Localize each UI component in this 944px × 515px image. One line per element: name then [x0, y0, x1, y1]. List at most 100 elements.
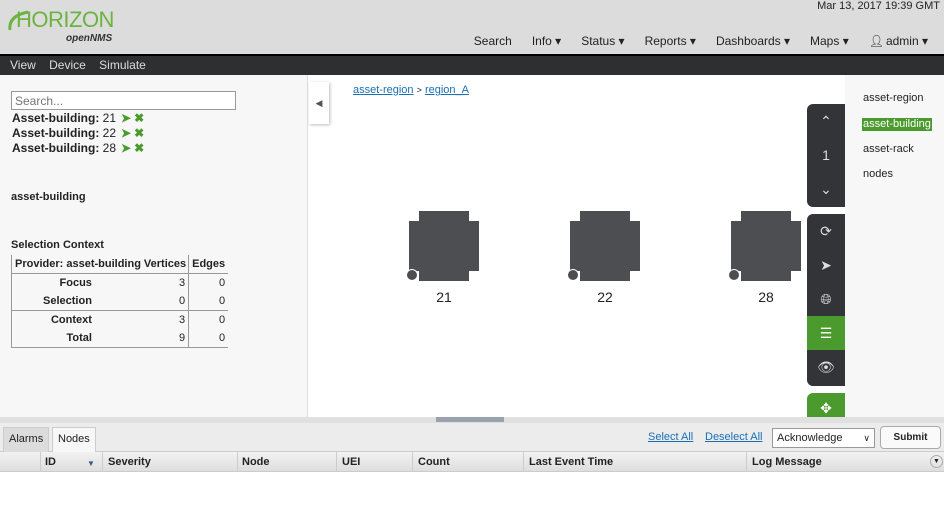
row-label: Context: [50, 314, 92, 326]
layer-asset-region[interactable]: asset-region: [863, 92, 924, 104]
cell: 3: [179, 314, 186, 326]
col-severity[interactable]: Severity: [108, 456, 151, 468]
focus-label: Asset-building:: [12, 126, 100, 140]
col-id[interactable]: ID: [45, 456, 56, 468]
collapse-panel-button[interactable]: ◀: [309, 82, 329, 124]
layer-nodes[interactable]: nodes: [863, 168, 893, 180]
search-input[interactable]: [11, 91, 236, 110]
selection-context-table: Provider: asset-building Vertices Edges Fo…: [11, 255, 229, 348]
datetime: Mar 13, 2017 19:39 GMT: [817, 0, 940, 12]
user-icon: 👤︎: [868, 34, 884, 48]
layers-list-icon[interactable]: ☰: [807, 316, 845, 350]
cell: 3: [179, 277, 186, 289]
menu-view[interactable]: View: [10, 58, 36, 72]
menu-bar: View Device Simulate: [0, 54, 944, 75]
map-toolbar: ⟳ ➤ 🌐︎ ☰ 👁︎: [807, 214, 845, 386]
cell: 9: [179, 332, 186, 344]
action-select[interactable]: Acknowledge ∨: [772, 428, 875, 448]
szl-value: 1: [822, 147, 830, 163]
breadcrumb-asset-region[interactable]: asset-region: [353, 84, 414, 96]
vertex-label: 22: [597, 289, 613, 305]
nav-dashboards[interactable]: Dashboards ▾: [715, 34, 791, 48]
sort-desc-icon[interactable]: ▼: [87, 459, 95, 468]
row-label: Focus: [59, 277, 92, 289]
col-header: Provider: asset-building: [15, 258, 141, 270]
focus-item: Asset-building: 21 ➤ ✖: [12, 111, 144, 126]
remove-icon[interactable]: ✖: [134, 111, 145, 125]
chevron-down-icon: ∨: [863, 433, 870, 443]
action-select-value: Acknowledge: [777, 432, 843, 444]
nav-search[interactable]: Search: [473, 34, 512, 48]
col-count[interactable]: Count: [418, 456, 450, 468]
cell: 0: [188, 292, 229, 311]
szl-down-button[interactable]: ⌄: [820, 181, 832, 197]
selection-context-title: Selection Context: [11, 239, 104, 251]
menu-simulate[interactable]: Simulate: [99, 58, 146, 72]
bottom-tabbar: Alarms Nodes Select All Deselect All Ack…: [0, 423, 944, 452]
globe-icon[interactable]: 🌐︎: [820, 291, 832, 307]
center-icon[interactable]: ➤: [121, 141, 132, 155]
tab-nodes[interactable]: Nodes: [52, 427, 96, 452]
remove-icon[interactable]: ✖: [134, 126, 145, 140]
column-menu-icon[interactable]: ▼: [930, 455, 943, 468]
alarm-table-header: ID ▼ Severity Node UEI Count Last Event …: [0, 452, 944, 472]
szl-control: ⌃ 1 ⌄: [807, 104, 845, 207]
col-uei[interactable]: UEI: [342, 456, 361, 468]
nav-info[interactable]: Info ▾: [531, 34, 562, 48]
vertex-label: 28: [758, 289, 774, 305]
row-label: Total: [66, 332, 92, 344]
breadcrumb-separator: >: [416, 85, 422, 95]
tab-alarms[interactable]: Alarms: [3, 427, 50, 452]
focus-value: 21: [102, 111, 117, 125]
center-icon[interactable]: ➤: [121, 126, 132, 140]
vertex-21[interactable]: [409, 211, 479, 281]
focus-item: Asset-building: 22 ➤ ✖: [12, 126, 144, 141]
horizon-logo[interactable]: HORIZON openNMS: [6, 8, 126, 48]
pan-tool-button[interactable]: ✥: [807, 393, 845, 417]
szl-up-button[interactable]: ⌃: [820, 113, 832, 129]
layer-asset-rack[interactable]: asset-rack: [863, 143, 914, 155]
logo-swoosh-icon: [8, 10, 29, 31]
col-header: Edges: [188, 255, 229, 274]
nav-admin[interactable]: 👤︎ admin ▾: [868, 34, 928, 48]
nav-status[interactable]: Status ▾: [581, 34, 625, 48]
vertex-status-dot: [567, 269, 579, 281]
breadcrumb-region-a[interactable]: region_A: [424, 84, 469, 96]
col-log-message[interactable]: Log Message: [752, 456, 822, 468]
deselect-all-link[interactable]: Deselect All: [705, 431, 763, 443]
cell: 0: [179, 295, 186, 307]
vertex-22[interactable]: [570, 211, 640, 281]
focus-label: Asset-building:: [12, 111, 100, 125]
move-icon: ✥: [820, 400, 832, 416]
left-panel: Asset-building: 21➤✖ Asset-building: 22➤…: [0, 75, 308, 417]
refresh-icon[interactable]: ⟳: [820, 223, 832, 239]
caret-left-icon: ◀: [315, 98, 323, 108]
cell: 0: [188, 273, 229, 292]
remove-icon[interactable]: ✖: [134, 141, 145, 155]
nav-reports[interactable]: Reports ▾: [644, 34, 696, 48]
eye-icon[interactable]: 👁︎: [817, 359, 835, 375]
logo-subtext: openNMS: [66, 33, 113, 44]
focus-item: Asset-building: 28 ➤ ✖: [12, 141, 144, 156]
col-node[interactable]: Node: [242, 456, 270, 468]
layer-asset-building[interactable]: asset-building: [862, 118, 932, 131]
vertex-28[interactable]: [731, 211, 801, 281]
logo-text: HORIZON: [16, 7, 114, 32]
divider-grip[interactable]: [436, 417, 504, 422]
cell: 0: [188, 310, 229, 329]
vertex-label: 21: [436, 289, 452, 305]
location-arrow-icon[interactable]: ➤: [820, 257, 832, 273]
cell: 0: [188, 329, 229, 348]
vertex-status-dot: [406, 269, 418, 281]
vertex-status-dot: [728, 269, 740, 281]
row-label: Selection: [43, 295, 92, 307]
top-nav: Search Info ▾ Status ▾ Reports ▾ Dashboa…: [464, 34, 938, 48]
center-icon[interactable]: ➤: [121, 111, 132, 125]
nav-maps[interactable]: Maps ▾: [810, 34, 849, 48]
submit-button[interactable]: Submit: [880, 426, 941, 449]
menu-device[interactable]: Device: [49, 58, 86, 72]
select-all-link[interactable]: Select All: [648, 431, 694, 443]
col-header: Vertices: [143, 258, 187, 270]
focus-value: 28: [102, 141, 117, 155]
col-last-event-time[interactable]: Last Event Time: [529, 456, 614, 468]
